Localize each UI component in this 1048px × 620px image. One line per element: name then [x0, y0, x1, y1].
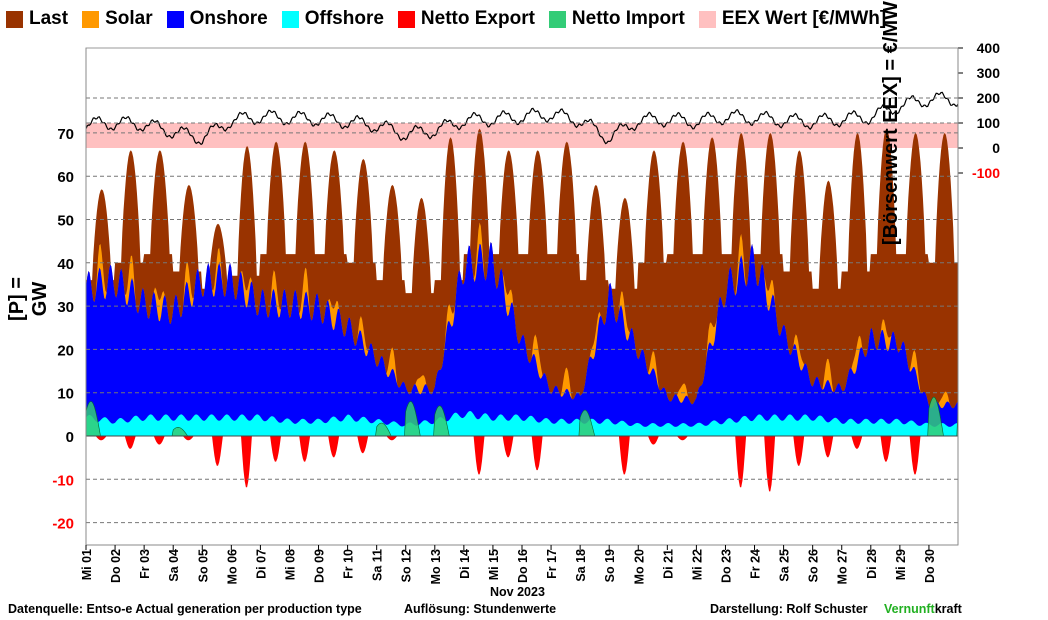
x-tick-label: Mo 27: [836, 549, 850, 584]
x-tick-label: So 19: [603, 549, 617, 582]
x-tick-label: Do 23: [719, 549, 733, 583]
legend-swatch: [166, 10, 184, 28]
y-tick-right: 100: [977, 115, 1001, 131]
y-tick-right: 300: [977, 65, 1001, 81]
area-offshore: [86, 411, 958, 436]
x-tick-label: Do 09: [313, 549, 327, 583]
x-tick-label: Do 02: [109, 549, 123, 583]
legend-swatch: [397, 10, 415, 28]
y-tick-right: 400: [977, 40, 1001, 56]
y-tick-left: 20: [57, 342, 74, 359]
x-tick-label: So 05: [196, 549, 210, 582]
x-tick-label: Mo 20: [632, 549, 646, 584]
x-tick-label: Di 21: [661, 549, 675, 579]
y-tick-left: -10: [52, 472, 74, 489]
x-tick-label: Di 07: [254, 549, 268, 579]
y-tick-left: 10: [57, 386, 74, 403]
legend-item: EEX Wert [€/MWh]: [698, 8, 887, 30]
x-tick-label: Mi 01: [80, 549, 94, 580]
y-tick-right: 200: [977, 90, 1001, 106]
x-tick-label: Sa 11: [371, 549, 385, 581]
footer-author: Darstellung: Rolf Schuster: [710, 602, 868, 616]
legend-item: Netto Export: [397, 8, 535, 30]
y-tick-right: 0: [992, 140, 1000, 156]
x-tick-label: Mi 08: [283, 549, 297, 580]
footer-resolution: Auflösung: Stundenwerte: [404, 602, 557, 616]
x-tick-label: Fr 10: [342, 549, 356, 579]
legend-label: Netto Export: [420, 8, 535, 29]
x-tick-label: So 12: [400, 549, 414, 582]
x-tick-label: Sa 25: [778, 549, 792, 582]
x-tick-label: Mi 15: [487, 549, 501, 580]
y-tick-left: 30: [57, 299, 74, 316]
y-tick-left: 60: [57, 169, 74, 186]
y-tick-left: 50: [57, 213, 74, 230]
brand-black: kraft: [934, 602, 962, 616]
y-tick-left: 40: [57, 256, 74, 273]
x-tick-label: Fr 03: [138, 549, 152, 579]
x-tick-label: So 26: [807, 549, 821, 582]
x-tick-label: Di 14: [458, 549, 472, 579]
legend-item: Offshore: [281, 8, 384, 30]
legend-swatch: [82, 10, 100, 28]
legend-label: Solar: [105, 8, 153, 29]
legend-label: Last: [29, 8, 69, 29]
x-tick-label: Fr 17: [545, 549, 559, 579]
x-tick-label: Mi 29: [894, 549, 908, 580]
legend: Last Solar Onshore Offshore Netto Export Nett…: [6, 8, 900, 30]
x-tick-label: Mo 06: [225, 549, 239, 584]
legend-label: Onshore: [189, 8, 268, 29]
x-tick-label: Mi 22: [690, 549, 704, 580]
eex-line: [85, 91, 959, 146]
x-axis-label: Nov 2023: [490, 585, 545, 599]
legend-swatch: [6, 10, 23, 28]
x-tick-label: Mo 13: [429, 549, 443, 584]
x-tick-label: Fr 24: [749, 549, 763, 579]
y-tick-left: 70: [57, 126, 74, 143]
y-axis-right-label: [Börsenwert EEX] = €/MWh: [880, 0, 902, 246]
y-tick-right: -100: [972, 165, 1000, 181]
legend-swatch: [548, 10, 566, 28]
legend-item: Solar: [82, 8, 153, 30]
legend-label: Netto Import: [571, 8, 685, 29]
x-tick-label: Di 28: [865, 549, 879, 579]
legend-item: Onshore: [166, 8, 268, 30]
legend-swatch: [698, 10, 716, 28]
x-tick-label: Do 16: [516, 549, 530, 583]
legend-label: EEX Wert [€/MWh]: [721, 8, 887, 29]
legend-item: Netto Import: [548, 8, 685, 30]
x-tick-label: Sa 04: [167, 549, 181, 582]
legend-swatch: [281, 10, 299, 28]
y-tick-left: 0: [66, 429, 74, 446]
legend-label: Offshore: [304, 8, 384, 29]
y-axis-left-label: [P] = GW: [6, 277, 51, 321]
legend-item: Last: [6, 8, 68, 30]
footer-brand: Vernunftkraft: [884, 602, 962, 616]
brand-green: Vernunft: [884, 602, 935, 616]
y-tick-left: -20: [52, 516, 74, 533]
x-tick-label: Sa 18: [574, 549, 588, 582]
area-onshore: [86, 242, 958, 436]
area-netto-export: [86, 436, 958, 492]
eex-band: [86, 123, 958, 148]
x-tick-label: Do 30: [923, 549, 937, 583]
footer-source: Datenquelle: Entso-e Actual generation p…: [8, 602, 362, 616]
